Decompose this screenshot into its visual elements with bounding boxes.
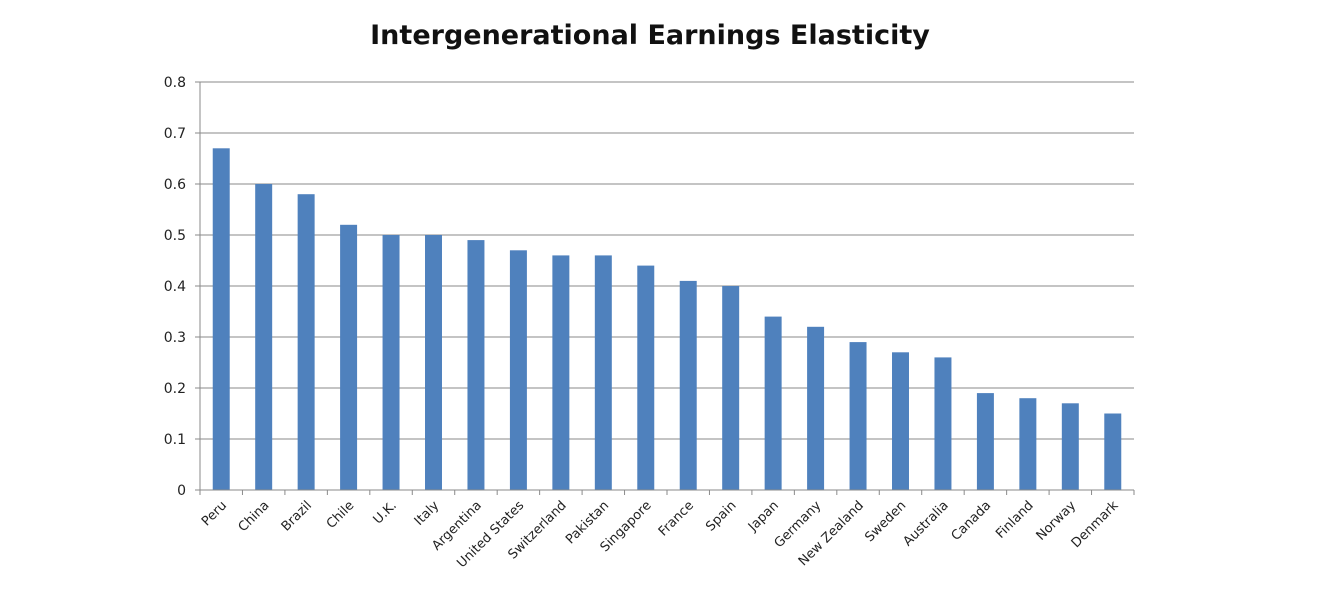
bars [212, 148, 1122, 491]
y-tick-labels: 0 0.1 0.2 0.3 0.4 0.5 0.6 0.7 0.8 [164, 75, 186, 499]
bar-sweden [892, 352, 909, 490]
bar-u-k [382, 235, 400, 490]
y-tick-label: 0 [177, 483, 186, 499]
y-tick-label: 0.7 [164, 126, 186, 142]
y-tick-label: 0.2 [164, 381, 186, 397]
bar-finland [1019, 398, 1037, 490]
y-tick-label: 0.6 [164, 177, 186, 193]
y-tick-label: 0.8 [164, 75, 186, 91]
x-category-label: Brazil [279, 498, 315, 534]
x-category-label: Japan [745, 498, 782, 535]
bar-japan [764, 316, 782, 490]
x-category-label: France [656, 498, 697, 539]
x-category-labels: Peru China Brazil Chile U.K. ItalyArgentinaUn… [199, 498, 1122, 571]
x-category-label: Canada [949, 498, 995, 544]
bar-australia [934, 357, 952, 490]
bar-united-states [509, 250, 527, 490]
y-tick-label: 0.5 [164, 228, 186, 244]
y-tick-label: 0.1 [164, 432, 186, 448]
x-category-label: U.K. [371, 498, 400, 527]
bar-peru [212, 148, 230, 491]
bar-singapore [637, 265, 655, 490]
bar-new-zealand [849, 342, 867, 490]
x-category-label: Australia [901, 498, 952, 549]
x-category-label: Chile [324, 498, 358, 532]
bar-switzerland [552, 255, 570, 490]
bar-france [679, 280, 697, 490]
bar-norway [1061, 403, 1079, 490]
bar-italy [425, 235, 442, 490]
bar-pakistan [594, 255, 612, 490]
bar-chile [340, 224, 358, 491]
axes [195, 81, 1135, 495]
bar-denmark [1104, 413, 1122, 490]
bar-china [255, 184, 273, 490]
x-category-label: Finland [993, 498, 1036, 541]
x-category-label: Peru [199, 498, 230, 529]
chart-title: Intergenerational Earnings Elasticity [370, 20, 930, 51]
bar-brazil [297, 194, 315, 490]
x-category-label: Spain [703, 498, 739, 534]
x-category-label: Italy [412, 498, 443, 529]
bar-spain [722, 286, 740, 490]
bar-germany [807, 326, 825, 490]
x-category-label: China [236, 498, 273, 535]
bar-canada [976, 393, 994, 490]
y-tick-label: 0.3 [164, 330, 186, 346]
x-category-label: Denmark [1069, 498, 1122, 551]
y-tick-label: 0.4 [164, 279, 186, 295]
bar-argentina [467, 240, 485, 490]
